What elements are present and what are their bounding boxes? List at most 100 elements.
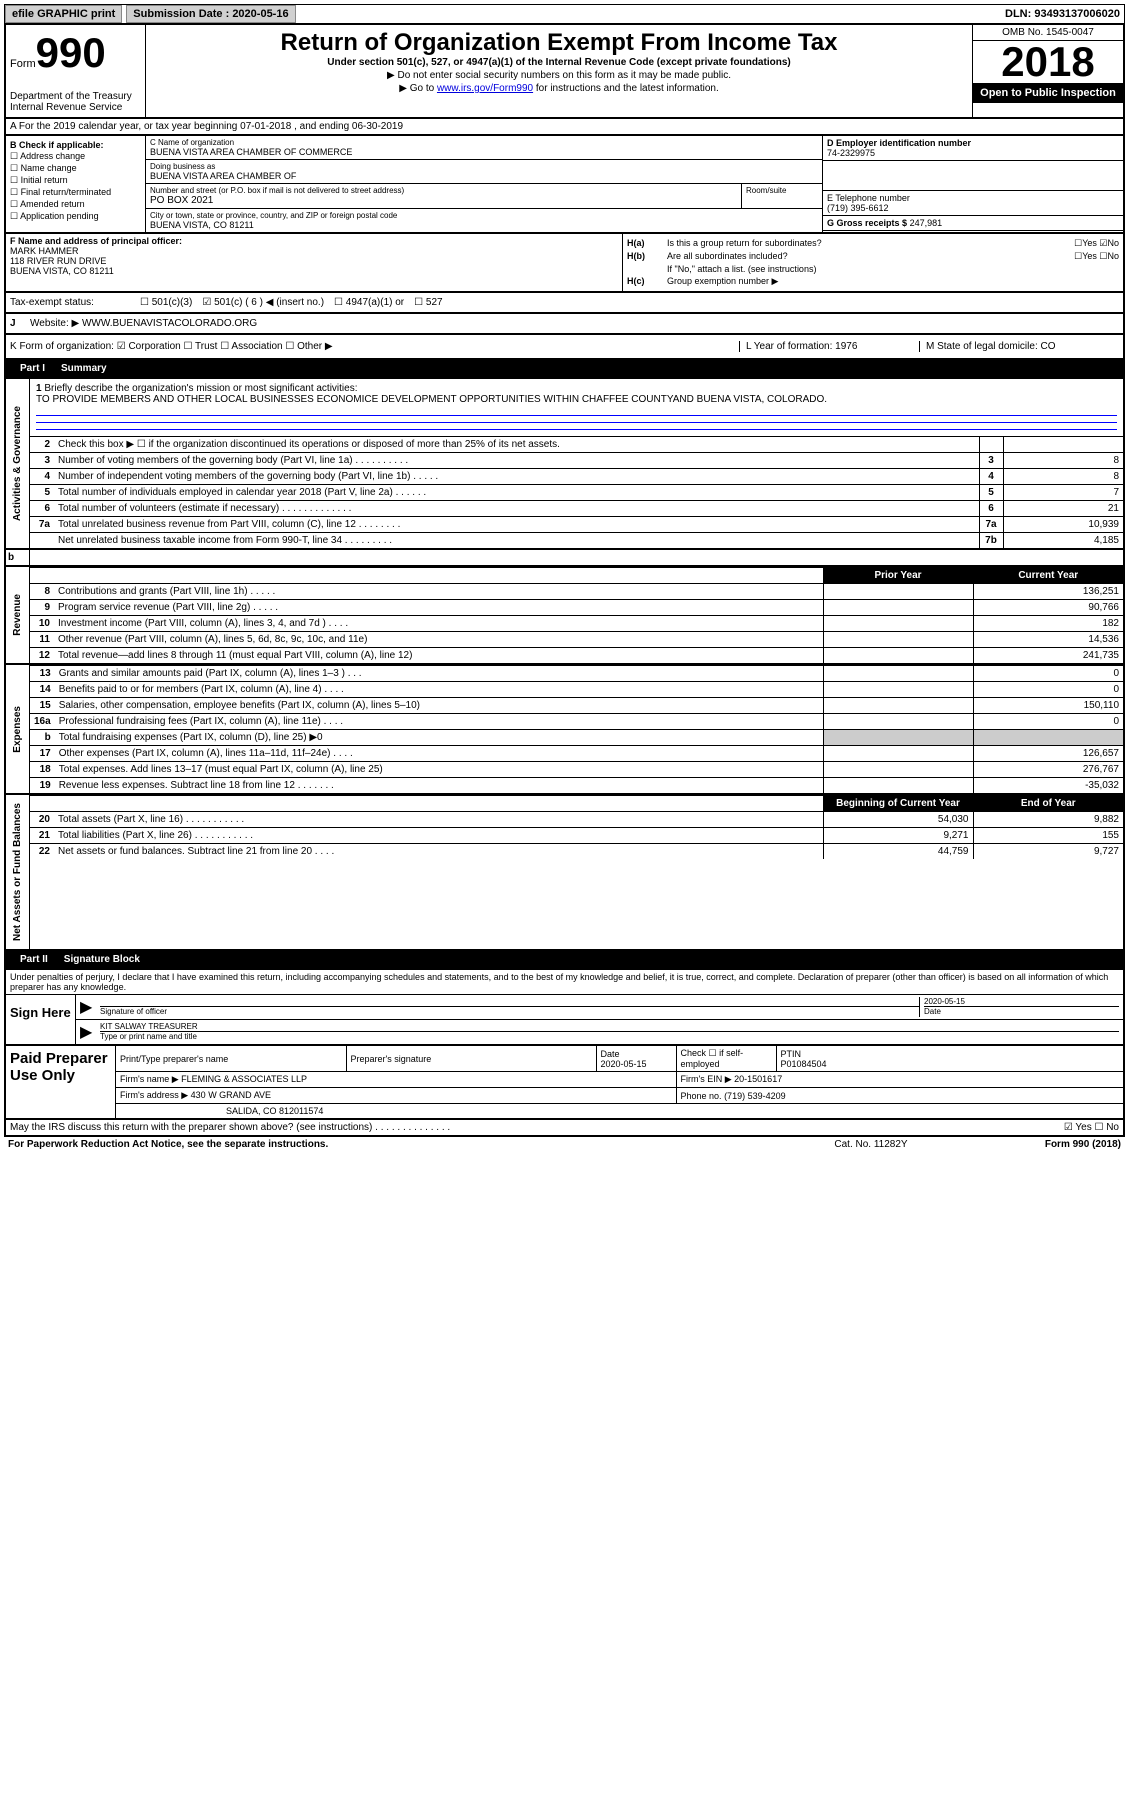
table-row: 14Benefits paid to or for members (Part … [30, 682, 1123, 698]
sidebar-netassets: Net Assets or Fund Balances [12, 795, 23, 949]
website: Website: ▶ WWW.BUENAVISTACOLORADO.ORG [30, 318, 257, 329]
discuss-yesno[interactable]: ☑ Yes ☐ No [999, 1122, 1119, 1133]
instructions-link[interactable]: www.irs.gov/Form990 [437, 83, 533, 94]
room-suite: Room/suite [742, 184, 822, 208]
footer: For Paperwork Reduction Act Notice, see … [4, 1137, 1125, 1152]
gross: 247,981 [910, 218, 943, 228]
dba: BUENA VISTA AREA CHAMBER OF [150, 171, 818, 181]
table-row: 5Total number of individuals employed in… [30, 485, 1123, 501]
section-fh: F Name and address of principal officer:… [4, 234, 1125, 293]
org-name: BUENA VISTA AREA CHAMBER OF COMMERCE [150, 147, 818, 157]
table-row: 10Investment income (Part VIII, column (… [30, 616, 1123, 632]
table-row: 17Other expenses (Part IX, column (A), l… [30, 746, 1123, 762]
chk-initial-return[interactable]: ☐ Initial return [10, 175, 141, 186]
open-to-public: Open to Public Inspection [973, 83, 1123, 103]
row-k: K Form of organization: ☑ Corporation ☐ … [4, 335, 1125, 360]
table-row: 3Number of voting members of the governi… [30, 453, 1123, 469]
chk-name-change[interactable]: ☐ Name change [10, 163, 141, 174]
chk-4947[interactable]: ☐ 4947(a)(1) or [334, 297, 404, 308]
chk-final-return[interactable]: ☐ Final return/terminated [10, 187, 141, 198]
ptin: P01084504 [781, 1059, 827, 1069]
summary-netassets: Net Assets or Fund Balances Beginning of… [4, 795, 1125, 951]
netassets-table: Beginning of Current YearEnd of Year 20T… [30, 795, 1123, 859]
firm-addr2: SALIDA, CO 812011574 [226, 1106, 323, 1116]
firm-addr: 430 W GRAND AVE [191, 1090, 271, 1100]
form-label: Form [10, 58, 36, 70]
form-number: 990 [36, 29, 106, 76]
chk-amended[interactable]: ☐ Amended return [10, 199, 141, 210]
dba-label: Doing business as [150, 162, 818, 171]
department: Department of the Treasury Internal Reve… [10, 91, 141, 113]
paid-preparer: Paid Preparer Use Only Print/Type prepar… [4, 1046, 1125, 1120]
sign-here-label: Sign Here [6, 995, 76, 1044]
firm-name: FLEMING & ASSOCIATES LLP [181, 1074, 307, 1084]
section-bcd: B Check if applicable: ☐ Address change … [4, 136, 1125, 234]
section-d: D Employer identification number 74-2329… [823, 136, 1123, 232]
firm-ein: 20-1501617 [734, 1074, 782, 1084]
state-domicile: M State of legal domicile: CO [919, 341, 1119, 352]
tel: (719) 395-6612 [827, 203, 889, 213]
officer-name: MARK HAMMER [10, 246, 79, 256]
officer-addr1: 118 RIVER RUN DRIVE [10, 256, 106, 266]
summary-governance: Activities & Governance 1 Briefly descri… [4, 379, 1125, 550]
sig-declaration: Under penalties of perjury, I declare th… [6, 970, 1123, 995]
tax-exempt-status: Tax-exempt status: ☐ 501(c)(3) ☑ 501(c) … [4, 293, 1125, 314]
table-row: 20Total assets (Part X, line 16) . . . .… [30, 812, 1123, 828]
section-h: H(a) Is this a group return for subordin… [623, 234, 1123, 291]
sidebar-governance: Activities & Governance [12, 398, 23, 529]
ein: 74-2329975 [827, 148, 875, 158]
table-row: 18Total expenses. Add lines 13–17 (must … [30, 762, 1123, 778]
expenses-table: 13Grants and similar amounts paid (Part … [30, 665, 1123, 793]
form-header: Form990 Department of the Treasury Inter… [4, 24, 1125, 119]
table-row: 22Net assets or fund balances. Subtract … [30, 844, 1123, 860]
chk-pending[interactable]: ☐ Application pending [10, 211, 141, 222]
ein-label: D Employer identification number [827, 138, 971, 148]
form-title: Return of Organization Exempt From Incom… [150, 29, 968, 57]
table-row: 4Number of independent voting members of… [30, 469, 1123, 485]
firm-phone: (719) 539-4209 [724, 1091, 786, 1101]
form-subtitle: Under section 501(c), 527, or 4947(a)(1)… [150, 57, 968, 68]
signature-block: Under penalties of perjury, I declare th… [4, 970, 1125, 1046]
part2-header: Part II Signature Block [4, 951, 1125, 970]
section-f: F Name and address of principal officer:… [6, 234, 623, 291]
mission-text: TO PROVIDE MEMBERS AND OTHER LOCAL BUSIN… [36, 394, 827, 405]
hb-yesno[interactable]: ☐Yes ☐No [999, 251, 1119, 262]
governance-table: 2Check this box ▶ ☐ if the organization … [30, 436, 1123, 548]
chk-501c3[interactable]: ☐ 501(c)(3) [140, 297, 192, 308]
prep-date: 2020-05-15 [601, 1059, 647, 1069]
summary-revenue: Revenue Prior YearCurrent Year 8Contribu… [4, 567, 1125, 665]
form-note-1: ▶ Do not enter social security numbers o… [150, 70, 968, 81]
row-j-website: J Website: ▶ WWW.BUENAVISTACOLORADO.ORG [4, 314, 1125, 335]
ha-yesno[interactable]: ☐Yes ☑No [999, 238, 1119, 249]
dln: DLN: 93493137006020 [1001, 6, 1124, 22]
summary-expenses: Expenses 13Grants and similar amounts pa… [4, 665, 1125, 795]
form-note-2: ▶ Go to www.irs.gov/Form990 for instruct… [150, 83, 968, 94]
officer-addr2: BUENA VISTA, CO 81211 [10, 266, 114, 276]
prep-self-employed[interactable]: Check ☐ if self-employed [676, 1046, 776, 1072]
table-row: 21Total liabilities (Part X, line 26) . … [30, 828, 1123, 844]
addr-label: Number and street (or P.O. box if mail i… [150, 186, 737, 195]
section-c: C Name of organization BUENA VISTA AREA … [146, 136, 823, 232]
sig-date: 2020-05-15 [924, 997, 965, 1006]
city-label: City or town, state or province, country… [150, 211, 818, 220]
chk-527[interactable]: ☐ 527 [414, 297, 442, 308]
table-row: 6Total number of volunteers (estimate if… [30, 501, 1123, 517]
discuss-row: May the IRS discuss this return with the… [4, 1120, 1125, 1137]
chk-501c[interactable]: ☑ 501(c) ( 6 ) ◀ (insert no.) [202, 297, 324, 308]
submission-date: Submission Date : 2020-05-16 [126, 5, 295, 23]
year-formation: L Year of formation: 1976 [739, 341, 919, 352]
form-of-org: K Form of organization: ☑ Corporation ☐ … [10, 341, 739, 352]
table-row: 19Revenue less expenses. Subtract line 1… [30, 778, 1123, 794]
table-row: 16aProfessional fundraising fees (Part I… [30, 714, 1123, 730]
row-a-tax-year: A For the 2019 calendar year, or tax yea… [4, 119, 1125, 136]
efile-button[interactable]: efile GRAPHIC print [5, 5, 122, 23]
chk-address-change[interactable]: ☐ Address change [10, 151, 141, 162]
tax-year: 2018 [973, 41, 1123, 83]
part1-header: Part I Summary [4, 360, 1125, 379]
table-row: 7aTotal unrelated business revenue from … [30, 517, 1123, 533]
addr: PO BOX 2021 [150, 195, 737, 206]
table-row: 15Salaries, other compensation, employee… [30, 698, 1123, 714]
section-b: B Check if applicable: ☐ Address change … [6, 136, 146, 232]
sidebar-expenses: Expenses [12, 698, 23, 761]
tel-label: E Telephone number [827, 193, 910, 203]
